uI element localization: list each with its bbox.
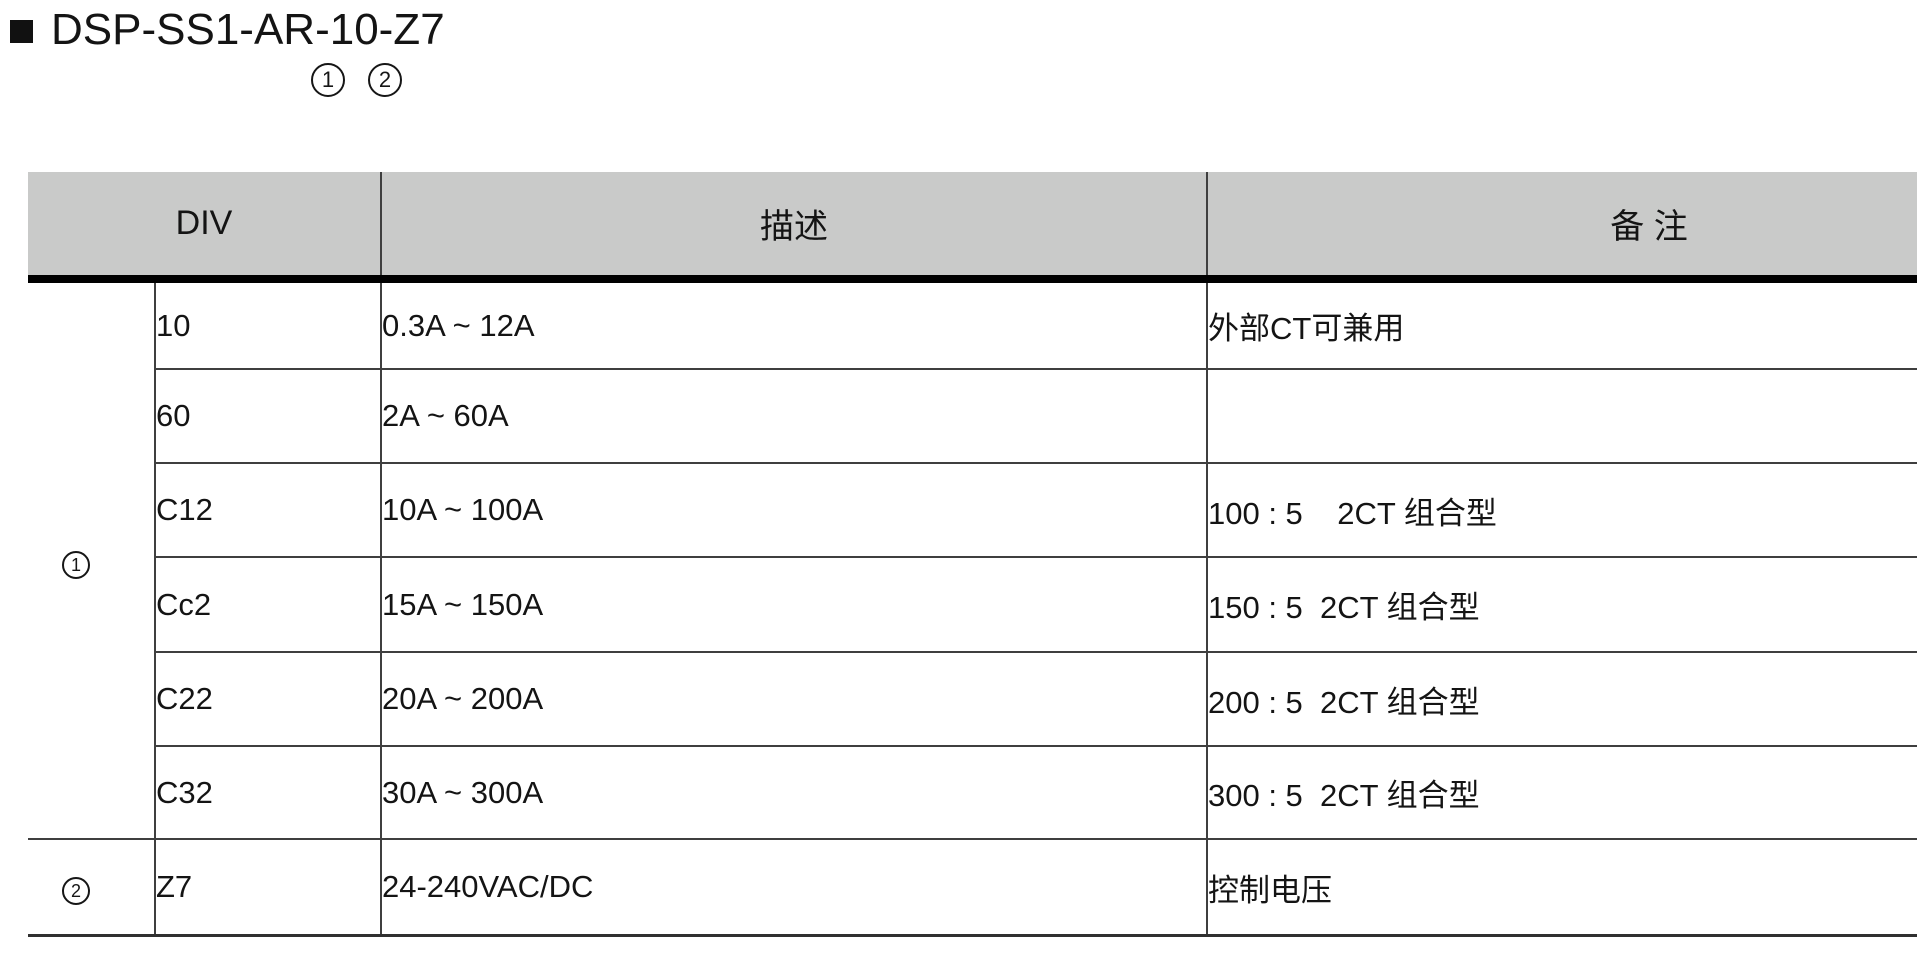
table-row: 1 10 0.3A ~ 12A 外部CT可兼用 bbox=[28, 279, 1917, 840]
title-block: DSP-SS1-AR-10-Z7 bbox=[10, 5, 445, 54]
div-cell: Z7 bbox=[154, 839, 381, 937]
desc-cell: 10A ~ 100A bbox=[380, 463, 1207, 558]
circled-2-icon: 2 bbox=[368, 63, 402, 97]
col-header-div: DIV bbox=[28, 172, 381, 283]
div-cell: 60 bbox=[154, 369, 381, 464]
desc-cell: 2A ~ 60A bbox=[380, 369, 1207, 464]
circled-1-icon: 1 bbox=[311, 63, 345, 97]
desc-value: 0.3A ~ 12A bbox=[382, 307, 535, 343]
bullet-square-icon bbox=[10, 19, 33, 43]
desc-cell: 24-240VAC/DC bbox=[380, 839, 1207, 937]
circled-1-icon: 1 bbox=[62, 550, 90, 579]
title-markers: 1 2 bbox=[311, 63, 402, 97]
remark-value: 100 : 5 2CT 组合型 bbox=[1208, 495, 1497, 531]
remark-cell: 300 : 5 2CT 组合型 bbox=[1206, 746, 1917, 840]
div-value: C12 bbox=[156, 492, 213, 527]
remark-value: 外部CT可兼用 bbox=[1208, 311, 1405, 346]
desc-value: 24-240VAC/DC bbox=[382, 869, 594, 904]
desc-cell: 30A ~ 300A bbox=[380, 746, 1207, 840]
group-marker-cell: 2 bbox=[28, 839, 155, 937]
table-row: C32 30A ~ 300A 300 : 5 2CT 组合型 bbox=[28, 746, 1917, 840]
div-value: C32 bbox=[156, 774, 213, 810]
div-cell: 10 bbox=[154, 279, 381, 370]
table-row: C12 10A ~ 100A 100 : 5 2CT 组合型 bbox=[28, 463, 1917, 558]
remark-value: 200 : 5 2CT 组合型 bbox=[1208, 684, 1480, 720]
div-value: Cc2 bbox=[156, 586, 212, 622]
desc-value: 30A ~ 300A bbox=[382, 774, 544, 810]
col-header-remark: 备 注 bbox=[1206, 172, 1917, 283]
spec-table-wrap: DIV 描述 备 注 1 10 0.3A ~ 12A 外部CT可兼用 60 2A… bbox=[28, 172, 1917, 937]
table-row: 2 Z7 24-240VAC/DC 控制电压 bbox=[28, 839, 1917, 937]
div-value: 10 bbox=[156, 307, 191, 343]
div-cell: Cc2 bbox=[154, 557, 381, 653]
remark-cell bbox=[1206, 369, 1917, 464]
remark-cell: 200 : 5 2CT 组合型 bbox=[1206, 652, 1917, 747]
div-value: Z7 bbox=[156, 869, 193, 904]
remark-value: 300 : 5 2CT 组合型 bbox=[1208, 778, 1480, 813]
remark-cell: 控制电压 bbox=[1206, 839, 1917, 937]
remark-cell: 外部CT可兼用 bbox=[1206, 279, 1917, 370]
div-cell: C12 bbox=[154, 463, 381, 558]
group-marker-cell: 1 bbox=[28, 279, 155, 840]
remark-cell: 100 : 5 2CT 组合型 bbox=[1206, 463, 1917, 558]
div-cell: C32 bbox=[154, 746, 381, 840]
desc-value: 10A ~ 100A bbox=[382, 492, 544, 527]
spec-table: DIV 描述 备 注 1 10 0.3A ~ 12A 外部CT可兼用 60 2A… bbox=[28, 172, 1917, 937]
remark-value: 控制电压 bbox=[1208, 872, 1332, 908]
remark-value: 150 : 5 2CT 组合型 bbox=[1208, 590, 1480, 625]
circled-2-icon: 2 bbox=[62, 877, 90, 905]
desc-value: 15A ~ 150A bbox=[382, 586, 544, 622]
col-header-desc: 描述 bbox=[380, 172, 1207, 283]
remark-cell: 150 : 5 2CT 组合型 bbox=[1206, 557, 1917, 653]
div-value: C22 bbox=[156, 681, 213, 716]
table-row: 60 2A ~ 60A bbox=[28, 369, 1917, 464]
desc-cell: 20A ~ 200A bbox=[380, 652, 1207, 747]
desc-value: 2A ~ 60A bbox=[382, 398, 509, 433]
table-row: Cc2 15A ~ 150A 150 : 5 2CT 组合型 bbox=[28, 557, 1917, 653]
div-cell: C22 bbox=[154, 652, 381, 747]
table-row: C22 20A ~ 200A 200 : 5 2CT 组合型 bbox=[28, 652, 1917, 747]
div-value: 60 bbox=[156, 398, 191, 433]
header-row: DIV 描述 备 注 bbox=[28, 172, 1917, 283]
page-title: DSP-SS1-AR-10-Z7 bbox=[51, 5, 445, 54]
desc-cell: 0.3A ~ 12A bbox=[380, 279, 1207, 370]
desc-value: 20A ~ 200A bbox=[382, 681, 544, 716]
desc-cell: 15A ~ 150A bbox=[380, 557, 1207, 653]
